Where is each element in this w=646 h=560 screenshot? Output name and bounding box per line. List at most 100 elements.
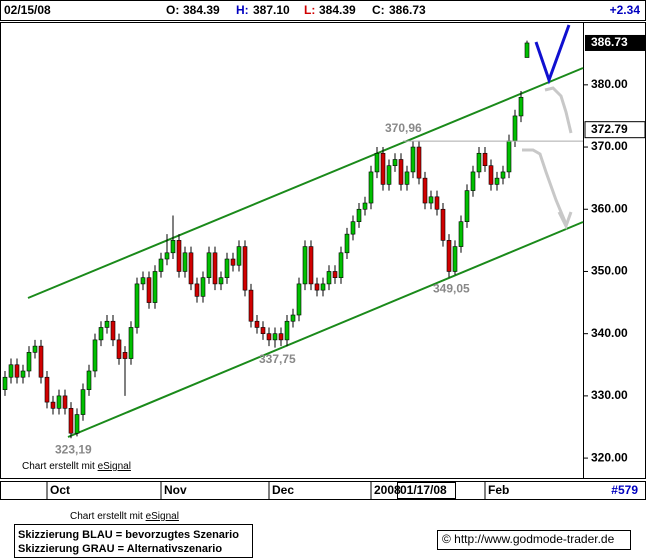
upper-channel [27,67,584,299]
candle-body [524,42,530,58]
candle-body [482,152,488,167]
candle-body [380,152,386,185]
candle-body [428,196,434,204]
candle-body [278,333,284,341]
candle-body [176,240,182,272]
candle-body [74,414,80,434]
legend-text: Skizzierung GRAU = Alternativszenario [18,543,222,555]
candle-body [20,370,26,378]
high-label: H: [236,3,249,17]
candle-body [272,333,278,341]
open-label: O: [166,3,179,17]
candle-body [248,289,254,322]
marker-price: 372.79 [591,122,628,136]
candle-body [8,364,14,378]
bar-count: #579 [611,483,638,497]
candle-body [146,277,152,303]
credit: Chart erstellt mit eSignal [70,511,179,522]
blue-scenario [534,24,571,85]
candle-body [80,389,86,415]
y-tick-label: 320.00 [591,450,628,464]
candle-body [164,252,170,260]
last-price: 386.73 [591,35,628,49]
copyright[interactable]: © http://www.godmode-trader.de [442,532,615,546]
candle-body [368,171,374,204]
candle-body [50,401,56,409]
candle-body [218,277,224,285]
cursor-box [397,482,456,499]
candle-body [284,320,290,341]
candle-body [356,208,362,222]
candle-body [224,258,230,278]
candle-body [506,140,512,173]
candle-body [86,370,92,390]
candle-body [362,202,368,210]
candle-body [98,327,104,341]
candle-body [206,252,212,278]
y-tick-label: 350.00 [591,264,628,278]
candle-body [434,196,440,210]
candle-body [440,208,446,241]
y-tick-label: 330.00 [591,388,628,402]
credit-link[interactable]: eSignal [146,511,179,522]
y-tick-label: 380.00 [591,77,628,91]
candle-body [464,190,470,222]
candle-body [104,320,110,328]
annotation: 349,05 [433,282,470,296]
candle-body [14,364,20,378]
x-tick-label: Nov [164,483,187,497]
legend-box [14,524,253,558]
candle-body [494,177,500,185]
candle-body [422,177,428,204]
gray-arrowhead [557,211,573,230]
x-tick-label: Feb [488,483,509,497]
candle-body [308,246,314,285]
candle-body [404,171,410,185]
plot-frame [0,22,646,479]
candle-body [488,165,494,185]
candle-body [2,376,8,390]
y-tick-label: 370.00 [591,139,628,153]
candle-body [140,277,146,285]
candle-body [290,314,296,322]
candle-body [230,258,236,266]
candle-body [116,339,122,359]
candle-body [242,246,248,291]
candle-body [350,221,356,235]
low: 384.39 [319,3,356,17]
date-axis-bar [0,481,646,500]
candle-body [110,320,116,341]
candle-body [326,271,332,285]
cursor-date: 01/17/08 [400,483,447,497]
candle-body [122,352,128,359]
candle-body [134,283,140,328]
candle-body [152,271,158,303]
candle-body [458,221,464,247]
candle-body [386,165,392,185]
credit-link[interactable]: eSignal [98,461,131,472]
candle-body [416,146,422,179]
candle-body [446,240,452,272]
candle-body [32,345,38,353]
candle-body [470,171,476,191]
candle-body [344,233,350,254]
candle-body [410,146,416,173]
candle-body [68,408,74,434]
candle-body [170,240,176,254]
candle-body [398,159,404,185]
credit: Chart erstellt mit eSignal [22,461,131,472]
candle-body [158,258,164,272]
x-tick-label: Oct [50,483,70,497]
change: +2.34 [610,3,641,17]
close: 386.73 [389,3,426,17]
marker-price-box [584,121,646,139]
candle-body [266,333,272,341]
y-tick-label: 360.00 [591,201,628,215]
date: 02/15/08 [4,3,51,17]
lower-channel [67,221,584,438]
x-tick-label: 2008 [374,483,401,497]
candle-body [128,327,134,359]
candle-body [194,283,200,297]
